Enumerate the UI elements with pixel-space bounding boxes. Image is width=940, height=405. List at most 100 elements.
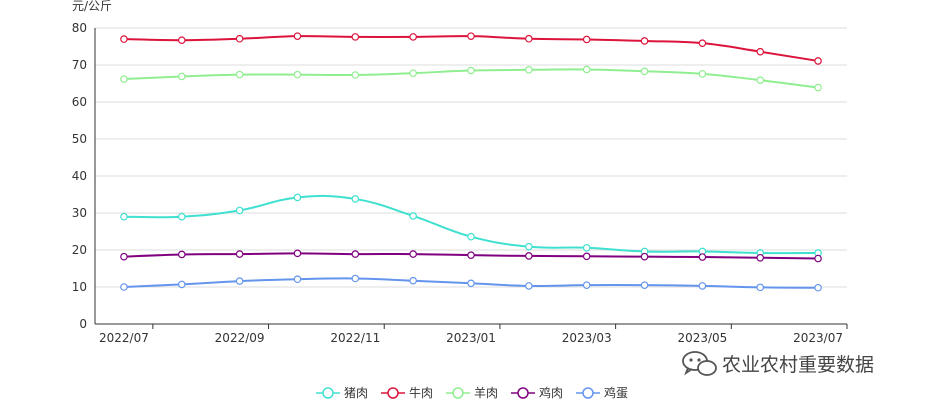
data-point[interactable] [814, 254, 822, 263]
legend-label: 鸡蛋 [604, 385, 628, 400]
legend-label: 牛肉 [409, 385, 433, 400]
wechat-icon [682, 351, 717, 376]
data-point[interactable] [640, 281, 649, 289]
data-point[interactable] [640, 37, 649, 45]
legend[interactable]: 猪肉 牛肉 羊肉 鸡肉 鸡蛋 [316, 385, 628, 400]
data-point[interactable] [698, 253, 707, 261]
data-point[interactable] [293, 193, 302, 202]
data-point[interactable] [235, 206, 244, 215]
x-tick-label: 2022/07 [99, 331, 149, 345]
data-point[interactable] [467, 32, 475, 40]
x-tick-label: 2023/07 [793, 331, 843, 345]
data-point[interactable] [409, 276, 417, 285]
data-point[interactable] [814, 57, 822, 65]
data-point[interactable] [582, 281, 591, 289]
data-point[interactable] [351, 274, 360, 283]
data-point[interactable] [467, 66, 475, 75]
y-axis-unit-label: 元/公斤 [72, 0, 112, 13]
data-point[interactable] [293, 32, 302, 40]
data-point[interactable] [351, 33, 360, 41]
data-point[interactable] [814, 83, 822, 92]
y-tick-label: 40 [72, 169, 87, 183]
axes: 0 10 20 30 40 50 60 70 80 2022/07 2022/09 2022/11 20… [72, 21, 848, 345]
data-point[interactable] [698, 70, 707, 78]
data-point[interactable] [525, 34, 533, 43]
data-point[interactable] [235, 70, 244, 79]
series-line [123, 194, 819, 255]
data-point[interactable] [525, 252, 533, 260]
data-point[interactable] [120, 75, 128, 83]
data-point[interactable] [235, 250, 244, 258]
data-point[interactable] [351, 71, 360, 79]
legend-item[interactable]: 羊肉 [446, 385, 498, 400]
data-point[interactable] [120, 35, 128, 43]
data-point[interactable] [582, 35, 591, 44]
data-point[interactable] [120, 252, 128, 261]
data-point[interactable] [582, 252, 591, 261]
y-tick-label: 30 [72, 206, 87, 220]
legend-item[interactable]: 鸡肉 [511, 385, 563, 400]
legend-label: 鸡肉 [539, 385, 563, 400]
series-2 [120, 32, 822, 65]
data-point[interactable] [177, 250, 186, 259]
legend-label: 猪肉 [344, 386, 368, 400]
data-point[interactable] [177, 72, 186, 81]
legend-marker [582, 387, 594, 399]
data-point[interactable] [640, 252, 649, 261]
data-point[interactable] [814, 283, 822, 292]
x-tick-label: 2022/11 [330, 331, 380, 345]
data-point[interactable] [235, 34, 244, 43]
data-point[interactable] [409, 250, 417, 258]
data-point[interactable] [177, 280, 186, 289]
legend-item[interactable]: 牛肉 [381, 385, 433, 400]
x-tick-label: 2023/05 [677, 331, 727, 345]
series-1 [120, 193, 822, 257]
data-point[interactable] [525, 282, 533, 290]
legend-item[interactable]: 猪肉 [316, 386, 368, 400]
legend-marker [452, 387, 464, 399]
data-point[interactable] [409, 69, 417, 77]
data-point[interactable] [698, 282, 707, 290]
data-point[interactable] [756, 283, 765, 292]
legend-label: 羊肉 [474, 385, 498, 400]
data-point[interactable] [293, 249, 302, 258]
data-point[interactable] [582, 65, 591, 74]
data-point[interactable] [120, 283, 128, 291]
data-point[interactable] [409, 33, 417, 41]
data-point[interactable] [756, 76, 765, 84]
y-tick-label: 10 [72, 280, 87, 294]
y-tick-label: 50 [72, 132, 87, 146]
data-point[interactable] [525, 66, 533, 74]
data-point[interactable] [351, 195, 360, 203]
series-layer [120, 32, 822, 292]
x-tick-label: 2022/09 [215, 331, 265, 345]
data-point[interactable] [235, 277, 244, 285]
data-point[interactable] [756, 47, 765, 56]
series-4 [120, 249, 822, 263]
data-point[interactable] [467, 232, 475, 241]
data-point[interactable] [467, 279, 475, 288]
series-5 [120, 274, 822, 292]
data-point[interactable] [640, 67, 649, 76]
data-point[interactable] [582, 243, 591, 252]
data-point[interactable] [467, 251, 475, 259]
x-tick-label: 2023/01 [446, 331, 496, 345]
data-point[interactable] [756, 253, 765, 262]
data-point[interactable] [351, 250, 360, 258]
y-tick-label: 60 [72, 95, 87, 109]
data-point[interactable] [293, 275, 302, 284]
data-point[interactable] [409, 212, 417, 220]
data-point[interactable] [177, 36, 186, 45]
data-point[interactable] [698, 39, 707, 47]
data-point[interactable] [120, 212, 128, 221]
x-tick-label: 2023/03 [562, 331, 612, 345]
data-point[interactable] [177, 212, 186, 221]
legend-marker [387, 387, 399, 399]
data-point[interactable] [525, 242, 533, 251]
legend-marker [322, 387, 334, 399]
legend-item[interactable]: 鸡蛋 [576, 385, 628, 400]
data-point[interactable] [293, 70, 302, 79]
watermark-text: 农业农村重要数据 [722, 354, 874, 376]
y-tick-label: 80 [72, 21, 87, 35]
